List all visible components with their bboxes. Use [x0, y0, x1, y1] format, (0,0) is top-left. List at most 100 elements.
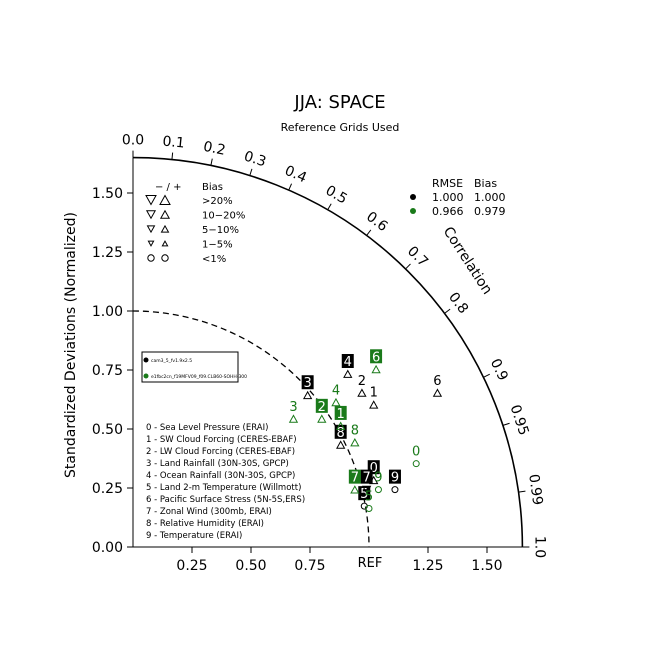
corr-tick-label: 0.9 [487, 356, 511, 383]
ref-label: REF [358, 556, 383, 571]
corr-tick-mark [210, 158, 213, 166]
variable-4: 4 - Ocean Rainfall (30N-30S, GPCP) [146, 471, 295, 481]
corr-tick-label: 0.2 [202, 139, 227, 159]
bias-key-neg-triangle-icon [145, 210, 157, 220]
point-1-2-marker [357, 388, 367, 397]
corr-tick-mark [502, 422, 510, 426]
point-2-8-marker [350, 437, 360, 447]
point-2-6-marker [371, 364, 381, 374]
model-legend-frame [141, 351, 239, 383]
point-2-2-label: 2 [318, 400, 326, 415]
point-1-9-marker [391, 486, 399, 494]
variable-3: 3 - Land Rainfall (30N-30S, GPCP) [146, 459, 289, 469]
corr-tick-mark [366, 229, 372, 236]
corr-tick-label: 0.95 [507, 403, 532, 438]
point-1-9-label: 9 [391, 471, 399, 486]
y-tick-label: 0.00 [92, 540, 123, 556]
point-1-2-label: 2 [358, 374, 366, 389]
variable-8: 8 - Relative Humidity (ERAI) [146, 519, 264, 529]
legend-rmse-model-1: 1.000 [432, 191, 464, 204]
bias-key-pos-triangle-icon [159, 194, 171, 205]
legend-header-bias: Bias [474, 177, 497, 190]
legend-bias-model-2: 0.979 [474, 205, 506, 218]
point-1-9-box [388, 469, 401, 484]
point-2-7-label: 7 [351, 471, 359, 486]
variable-5: 5 - Land 2-m Temperature (Willmott) [146, 483, 301, 493]
point-1-3-marker [302, 390, 313, 400]
model-1-dot [143, 357, 149, 363]
y-tick-label: 0.50 [92, 422, 123, 438]
y-tick-label: 1.50 [92, 186, 123, 202]
point-1-4-label: 4 [344, 355, 352, 370]
bias-key-neg-triangle-icon [145, 195, 157, 206]
variable-list: 0 - Sea Level Pressure (ERAI) 1 - SW Clo… [146, 423, 305, 541]
corr-tick-label: 0.4 [282, 163, 309, 187]
point-2-6-label: 6 [372, 350, 380, 365]
point-1-4-box [341, 354, 354, 368]
point-2-4-marker [331, 397, 341, 407]
correlation-label: Correlation [440, 224, 495, 297]
point-2-5-label: 5 [365, 490, 373, 505]
corr-tick-label: 0.0 [122, 133, 144, 149]
model-2-name: e1fbc2cn_f19MFV09_f09.CLB60-SOHH-300 [151, 374, 247, 380]
point-2-0-marker [412, 460, 420, 468]
corr-tick-mark [327, 203, 332, 211]
chart-title: JJA: SPACE [293, 92, 385, 113]
y-tick-label: 0.75 [92, 363, 123, 379]
corr-tick-label: 0.6 [363, 209, 390, 235]
model-legend-box: cam3_5_fv1.9x2.5 e1fbc2cn_f19MFV09_f09.C… [141, 351, 247, 383]
model-1-name: cam3_5_fv1.9x2.5 [151, 358, 192, 364]
corr-tick-mark [249, 168, 253, 176]
point-2-1-label: 1 [337, 407, 345, 422]
point-1-7-box [360, 469, 373, 484]
point-1-6-label: 6 [433, 374, 441, 389]
corr-tick-mark [288, 183, 293, 191]
point-2-1-marker [336, 421, 346, 430]
point-1-5-box [358, 486, 371, 501]
x-tick-label: 1.50 [471, 558, 502, 574]
bias-key-label: 1−5% [202, 240, 233, 251]
point-2-5-marker [365, 505, 373, 513]
point-1-1-label: 1 [370, 386, 378, 401]
corr-tick-label: 0.1 [162, 134, 186, 152]
bias-key-label: 5−10% [202, 225, 239, 236]
plot-frame [132, 156, 524, 548]
bias-key-pos-circle-icon [161, 254, 169, 262]
point-1-8-marker [336, 440, 346, 449]
model-2-dot [143, 373, 149, 379]
point-1-1-marker [369, 400, 379, 409]
point-2-7-marker [350, 485, 360, 494]
point-1-6-marker [432, 388, 443, 397]
point-2-2-box [315, 398, 328, 413]
variable-9: 9 - Temperature (ERAI) [146, 531, 242, 541]
bias-key-neg-circle-icon [147, 254, 155, 262]
point-1-7-marker [361, 485, 372, 495]
corr-tick-label: 0.5 [323, 183, 350, 208]
point-1-5-label: 5 [360, 487, 368, 502]
variable-7: 7 - Zonal Wind (300mb, ERAI) [146, 507, 272, 517]
y-axis-label: Standardized Deviations (Normalized) [63, 212, 79, 478]
reference-std-arc [132, 310, 370, 548]
x-tick-label: 0.75 [294, 558, 325, 574]
point-2-0-label: 0 [412, 445, 420, 460]
x-tick-label: 0.25 [176, 558, 207, 574]
bias-key-neg-triangle-icon [146, 225, 156, 234]
corr-tick-mark [483, 373, 490, 378]
y-tick-label: 1.25 [92, 245, 123, 261]
point-1-7-label: 7 [362, 471, 370, 486]
variable-0: 0 - Sea Level Pressure (ERAI) [146, 423, 268, 433]
point-2-7-box [348, 469, 361, 484]
legend-dot-model-2 [410, 208, 416, 214]
point-2-3-label: 3 [289, 400, 297, 415]
corr-tick-label: 1.0 [531, 536, 547, 558]
bias-key-neg-triangle-icon [147, 240, 155, 247]
point-2-9-marker [374, 486, 382, 494]
bias-key-bias-header: Bias [202, 182, 223, 193]
variable-1: 1 - SW Cloud Forcing (CERES-EBAF) [146, 435, 297, 445]
bias-key-label: >20% [202, 196, 233, 207]
bias-symbol-key: − / + Bias >20% 10−20% 5−10% 1−5% <1% [145, 182, 245, 265]
x-tick-label: 1.25 [412, 558, 443, 574]
point-1-3-box [301, 375, 314, 390]
variable-6: 6 - Pacific Surface Stress (5N-5S,ERS) [146, 495, 305, 505]
